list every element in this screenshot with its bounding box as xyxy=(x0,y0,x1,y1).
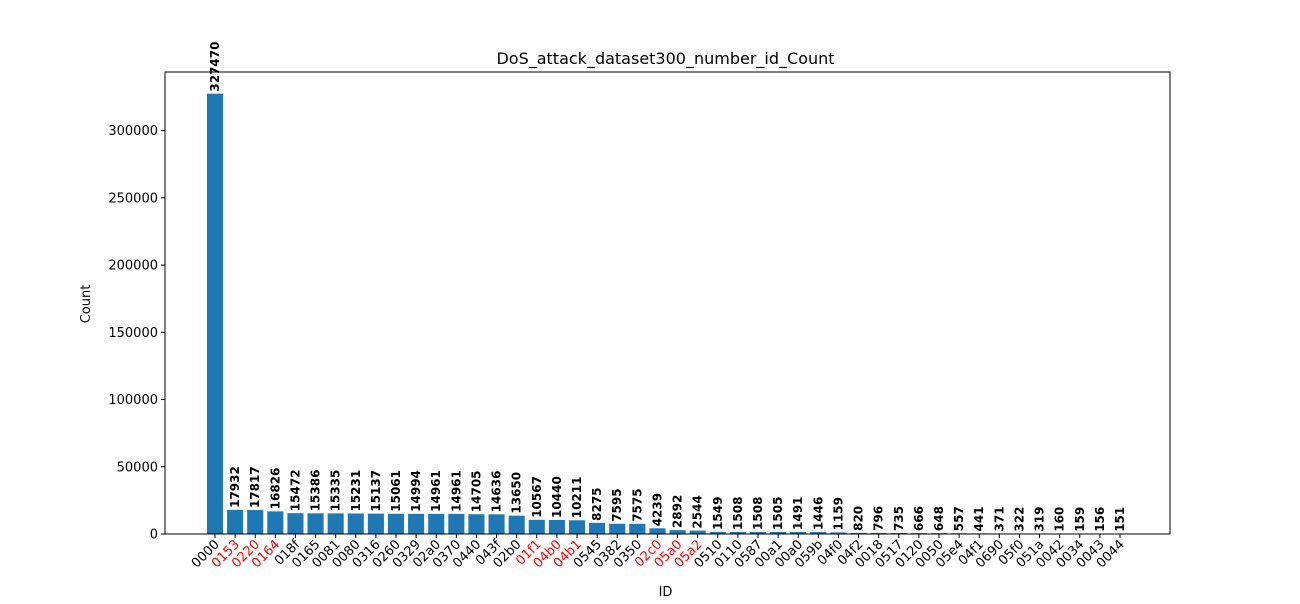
y-tick-label: 100000 xyxy=(108,393,158,408)
y-tick-label: 150000 xyxy=(108,326,158,341)
bar-value-label: 14705 xyxy=(469,470,483,512)
bar-value-label: 15386 xyxy=(309,470,323,512)
y-tick-label: 200000 xyxy=(108,259,158,274)
bar-0329 xyxy=(408,514,424,534)
bar-value-label: 14961 xyxy=(449,470,463,512)
bar-value-label: 14961 xyxy=(429,470,443,512)
bar-value-label: 17932 xyxy=(228,466,242,508)
bar-value-label: 1159 xyxy=(831,497,845,530)
bar-02a0 xyxy=(428,514,444,534)
bar-value-label: 15472 xyxy=(288,469,302,511)
bar-value-label: 160 xyxy=(1053,507,1067,532)
bar-value-label: 648 xyxy=(932,506,946,531)
bar-value-label: 14636 xyxy=(490,471,504,513)
bar-value-label: 1491 xyxy=(791,497,805,530)
bar-value-label: 322 xyxy=(1012,507,1026,532)
bar-0382 xyxy=(609,524,625,534)
bar-value-label: 7575 xyxy=(630,488,644,521)
bar-value-label: 1446 xyxy=(811,497,825,530)
bar-value-label: 1505 xyxy=(771,497,785,530)
bar-0164 xyxy=(267,511,283,534)
bar-0260 xyxy=(388,514,404,534)
bar-018f xyxy=(287,513,303,534)
bar-0000 xyxy=(207,94,223,534)
bar-value-label: 156 xyxy=(1093,507,1107,532)
bar-value-label: 16826 xyxy=(268,468,282,510)
bar-value-label: 10211 xyxy=(570,477,584,519)
bar-value-label: 2544 xyxy=(691,495,705,528)
bar-02c0 xyxy=(649,528,665,534)
bar-value-label: 441 xyxy=(972,506,986,531)
bar-value-label: 735 xyxy=(892,506,906,531)
plot-frame xyxy=(165,72,1170,534)
x-axis-label: ID xyxy=(659,585,673,600)
y-tick-label: 0 xyxy=(150,528,158,543)
bar-value-label: 7595 xyxy=(610,488,624,521)
bar-value-label: 15137 xyxy=(369,470,383,512)
bar-value-label: 666 xyxy=(912,506,926,531)
bar-value-label: 15231 xyxy=(349,470,363,512)
bar-01f1 xyxy=(529,520,545,534)
y-tick-label: 50000 xyxy=(117,460,158,475)
bar-value-label: 13650 xyxy=(510,472,524,514)
bar-value-label: 1508 xyxy=(751,497,765,530)
bar-value-label: 327470 xyxy=(208,42,222,92)
bar-value-label: 4239 xyxy=(650,493,664,526)
y-tick-label: 250000 xyxy=(108,191,158,206)
bar-value-label: 557 xyxy=(952,506,966,531)
bar-043f xyxy=(489,514,505,534)
bar-value-label: 15061 xyxy=(389,470,403,512)
bar-value-label: 1508 xyxy=(731,497,745,530)
bar-0165 xyxy=(308,513,324,534)
bar-0370 xyxy=(448,514,464,534)
bar-value-label: 10440 xyxy=(550,476,564,518)
bar-value-label: 371 xyxy=(992,506,1006,531)
bar-value-label: 1549 xyxy=(711,497,725,530)
y-tick-label: 300000 xyxy=(108,124,158,139)
bar-value-label: 319 xyxy=(1033,507,1047,532)
bar-0316 xyxy=(368,514,384,534)
bar-value-label: 8275 xyxy=(590,487,604,520)
bar-05a2 xyxy=(690,531,706,534)
bar-0220 xyxy=(247,510,263,534)
bar-value-label: 796 xyxy=(872,506,886,531)
bar-value-label: 159 xyxy=(1073,507,1087,532)
bar-04b0 xyxy=(549,520,565,534)
bar-value-label: 2892 xyxy=(671,495,685,528)
bar-0545 xyxy=(589,523,605,534)
bar-value-label: 151 xyxy=(1113,507,1127,532)
y-axis-label: Count xyxy=(79,285,94,324)
bar-0080 xyxy=(348,514,364,534)
bar-04b1 xyxy=(569,520,585,534)
chart-title: DoS_attack_dataset300_number_id_Count xyxy=(496,49,834,69)
bar-05a0 xyxy=(670,530,686,534)
bar-02b0 xyxy=(509,516,525,534)
bar-value-label: 15335 xyxy=(329,470,343,512)
bar-0350 xyxy=(629,524,645,534)
bar-0440 xyxy=(468,514,484,534)
bar-value-label: 10567 xyxy=(530,476,544,518)
bar-value-label: 14994 xyxy=(409,470,423,512)
bar-value-label: 17817 xyxy=(248,466,262,508)
bar-0153 xyxy=(227,510,243,534)
bar-0081 xyxy=(328,513,344,534)
bar-value-label: 820 xyxy=(852,506,866,531)
